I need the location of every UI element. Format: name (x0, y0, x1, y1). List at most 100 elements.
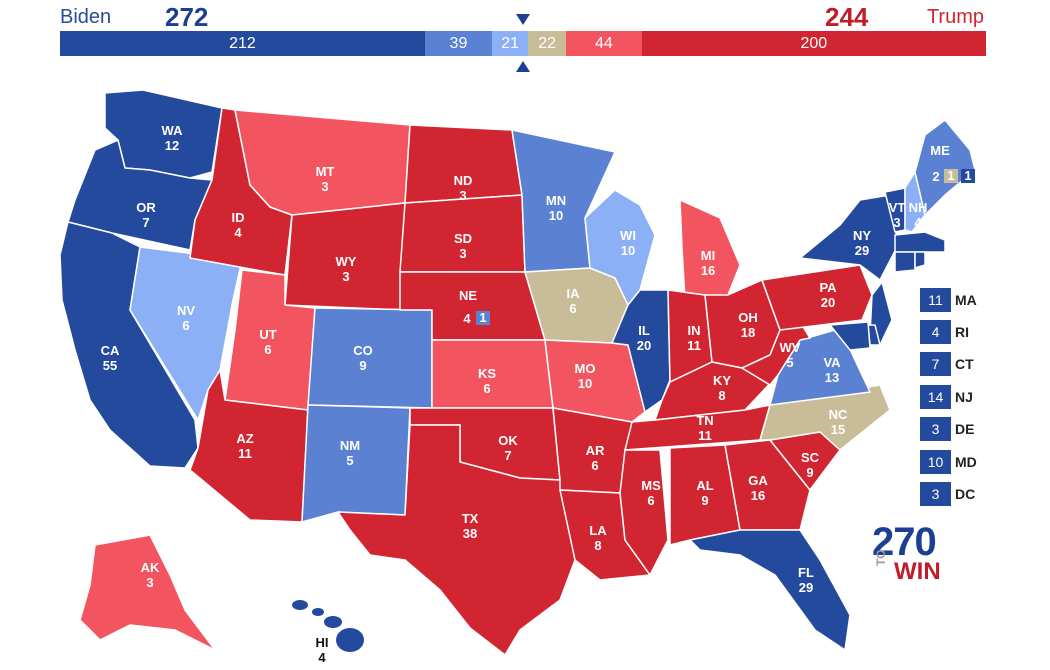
state-ct[interactable] (894, 251, 916, 273)
state-ev: 20 (637, 338, 651, 353)
state-ev: 9 (806, 465, 813, 480)
state-label: MN (546, 193, 566, 208)
state-tx[interactable] (337, 424, 576, 656)
small-state-label: NJ (955, 389, 973, 405)
state-label: IL (638, 323, 650, 338)
state-label: VA (823, 355, 841, 370)
state-label: WA (162, 123, 184, 138)
state-label: IN (688, 323, 701, 338)
state-hi[interactable] (324, 616, 342, 628)
state-ev: 12 (165, 138, 179, 153)
state-label: GA (748, 473, 768, 488)
state-hi[interactable] (292, 600, 308, 610)
me-district-box[interactable] (944, 169, 958, 183)
state-ev: 6 (591, 458, 598, 473)
state-ev: 3 (342, 269, 349, 284)
state-nm[interactable] (301, 404, 411, 523)
state-label: NV (177, 303, 195, 318)
state-me[interactable] (914, 119, 976, 216)
state-label: LA (589, 523, 607, 538)
state-label: KS (478, 366, 496, 381)
biden-name: Biden (60, 6, 112, 28)
small-state-ev-box[interactable]: 4 (920, 320, 951, 344)
state-ev: 8 (718, 388, 725, 403)
small-state-ev-box[interactable]: 10 (920, 450, 951, 474)
ev-bar-segment: 44 (566, 31, 642, 56)
state-pa[interactable] (761, 264, 873, 331)
state-ev: 4 (914, 215, 922, 230)
state-ev: 16 (701, 263, 715, 278)
state-wv[interactable] (741, 321, 811, 386)
state-label: WY (336, 254, 357, 269)
state-ma[interactable] (894, 231, 946, 253)
state-label: OH (738, 310, 758, 325)
small-state-ev-box[interactable]: 11 (920, 288, 951, 312)
ev-bar: 212 39 21 22 44 200 (60, 31, 986, 56)
small-state-ev-box[interactable]: 3 (920, 417, 951, 441)
us-map: WA12OR7CA55NV6ID4MT3WY3UT6AZ11CO9NM5ND3S… (59, 89, 976, 665)
ev-bar-segment: 212 (60, 31, 425, 56)
state-ev: 13 (825, 370, 839, 385)
trump-ev-total: 244 (825, 2, 869, 32)
state-label: CO (353, 343, 373, 358)
state-label: AL (696, 478, 713, 493)
state-co[interactable] (307, 307, 433, 409)
state-ev: 3 (893, 215, 900, 230)
state-ev: 7 (504, 448, 511, 463)
state-ev: 3 (459, 246, 466, 261)
state-ev: 6 (483, 381, 490, 396)
small-state-ev-box[interactable]: 7 (920, 352, 951, 376)
state-ev: 10 (578, 376, 592, 391)
state-label: OR (136, 200, 156, 215)
state-ev: 9 (359, 358, 366, 373)
state-ga[interactable] (724, 439, 811, 531)
state-label: MO (575, 361, 596, 376)
small-state-label: DE (955, 421, 975, 437)
state-ev: 4 (234, 225, 242, 240)
state-ev: 11 (238, 446, 252, 461)
state-ev: 38 (463, 526, 477, 541)
state-md[interactable] (829, 321, 871, 351)
state-ev: 9 (701, 493, 708, 508)
state-label: UT (259, 327, 276, 342)
state-nh[interactable] (904, 171, 926, 233)
ne-district-box[interactable] (476, 311, 490, 325)
state-ev: 8 (594, 538, 601, 553)
state-ms[interactable] (619, 449, 669, 576)
small-state-ev-box[interactable]: 14 (920, 385, 951, 409)
ev-bar-segment: 39 (424, 31, 493, 56)
state-ev: 7 (142, 215, 149, 230)
small-state-label: CT (955, 356, 974, 372)
state-label: TN (696, 413, 713, 428)
small-state-ev-box[interactable]: 3 (920, 482, 951, 506)
state-label: PA (819, 280, 837, 295)
state-label: HI (316, 635, 329, 650)
state-ev: 3 (321, 179, 328, 194)
state-ri[interactable] (914, 251, 926, 269)
state-ev: 29 (799, 580, 813, 595)
state-label: NH (909, 200, 928, 215)
state-label: AR (586, 443, 605, 458)
state-label: AK (141, 560, 160, 575)
state-ev: 4 (463, 311, 471, 326)
state-ev: 4 (318, 650, 326, 665)
state-ev: 11 (698, 428, 712, 443)
threshold-marker-bottom-icon (516, 61, 530, 72)
state-label: SC (801, 450, 820, 465)
state-ak[interactable] (79, 534, 216, 651)
state-ev: 10 (621, 243, 635, 258)
state-fl[interactable] (689, 529, 851, 651)
state-ev: 6 (182, 318, 189, 333)
state-label: TX (462, 511, 479, 526)
me-district-box[interactable] (961, 169, 975, 183)
me-district-box-value: 1 (964, 168, 971, 183)
state-ev: 2 (932, 169, 939, 184)
state-hi[interactable] (336, 628, 364, 652)
state-ev: 29 (855, 243, 869, 258)
state-hi[interactable] (312, 608, 324, 616)
state-label: NY (853, 228, 871, 243)
ev-bar-segment: 21 (492, 31, 529, 56)
state-az[interactable] (189, 369, 309, 523)
state-label: WI (620, 228, 636, 243)
state-ev: 55 (103, 358, 117, 373)
